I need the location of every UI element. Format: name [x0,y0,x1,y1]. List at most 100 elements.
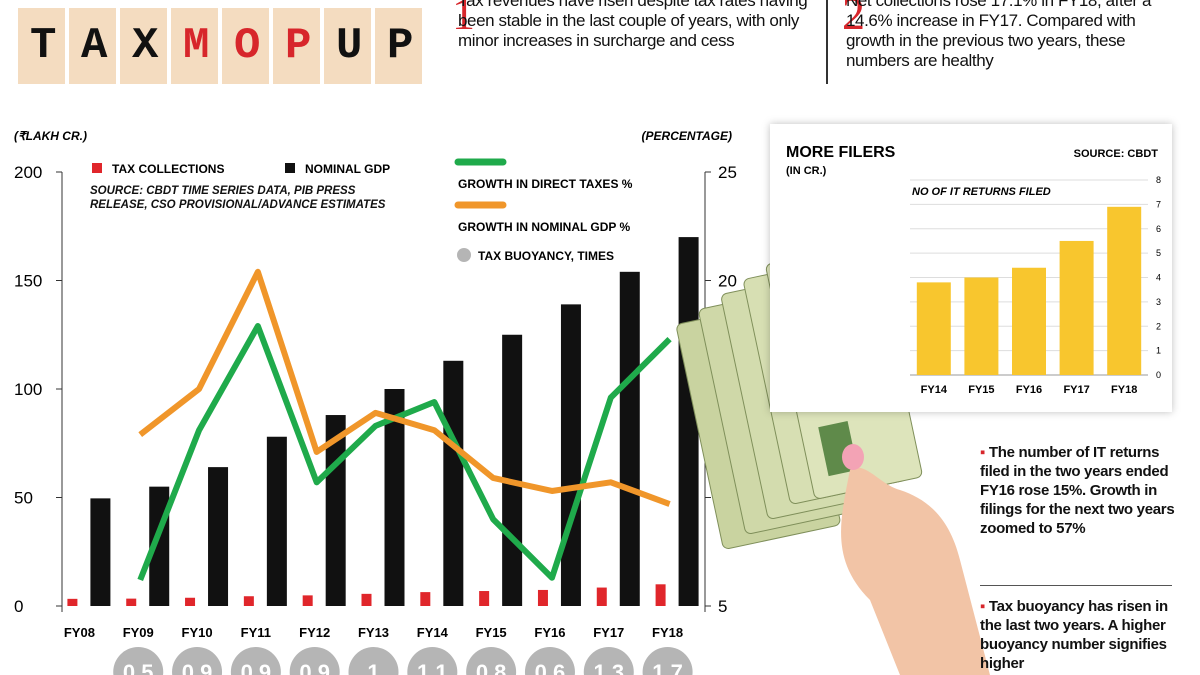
x-tick-label: FY10 [182,625,213,640]
x-tick-label: FY14 [921,384,948,396]
bar [361,593,372,606]
bar [916,282,951,375]
y-tick-label: 100 [14,380,42,399]
x-tick-label: FY17 [1063,384,1089,396]
chart-title: MORE FILERS [786,144,896,161]
divider [980,585,1172,586]
buoyancy-label: 1.3 [593,660,624,675]
buoyancy-label: 0.8 [476,660,507,675]
divider [826,0,828,84]
point-number: 2 [842,0,865,39]
buoyancy-dot [348,647,399,675]
buoyancy-dot [466,647,517,675]
fingernail [842,444,864,470]
y-tick-label: 6 [1156,224,1161,234]
source-note: SOURCE: CBDT TIME SERIES DATA, PIB PRESS… [90,185,386,211]
buoyancy-dot [407,647,458,675]
buoyancy-dot [642,647,693,675]
y-tick-label: 1 [1156,346,1161,356]
y-tick-label: 5 [1156,248,1161,258]
buoyancy-label: 1 [367,660,379,675]
buoyancy-label: 0.5 [123,660,154,675]
bar [678,237,699,606]
x-tick-label: FY12 [299,625,330,640]
main-chart: (₹LAKH CR.)(PERCENTAGE)05010015020051015… [14,129,737,675]
y-tick-label: 3 [1156,297,1161,307]
x-tick-label: FY16 [534,625,565,640]
bar [1059,240,1094,375]
y-tick-label: 200 [14,163,42,182]
legend-swatch [92,163,102,173]
logo-word: UP [336,21,439,71]
bar [208,467,229,606]
point-text: Tax revenues have risen despite tax rate… [458,0,808,50]
bar [1107,206,1142,375]
legend-label: TAX COLLECTIONS [112,162,224,176]
hand [841,467,990,675]
buoyancy-label: 0.9 [299,660,330,675]
bar [1012,267,1046,375]
y-tick-label: 150 [14,272,42,291]
chart-subtitle: (IN CR.) [786,165,827,177]
bar [443,360,464,606]
note: ▪ The number of IT returns filed in the … [980,444,1175,537]
source-box: SOURCE: CBDT TIME SERIES DATA, PIB PRESS… [90,185,386,211]
y2-tick-label: 25 [718,163,737,182]
bar [302,595,313,606]
logo-title: TAXMOPUP [18,16,438,76]
legend-label: NOMINAL GDP [305,162,390,176]
note: ▪ Tax buoyancy has risen in the last two… [980,598,1168,672]
buoyancy-label: 1.1 [417,660,448,675]
buoyancy-label: 0.9 [241,660,272,675]
legend-label: TAX BUOYANCY, TIMES [478,249,614,263]
logo-tiles [18,8,426,84]
bar [655,584,666,606]
y-axis-label: (₹LAKH CR.) [14,129,87,143]
y-tick-label: 8 [1156,175,1161,185]
y-tick-label: 0 [1156,370,1161,380]
bar [537,589,548,606]
logo-word: MOP [183,21,337,71]
source-note: SOURCE: CBDT [1074,148,1159,160]
y-axis-label: NO OF IT RETURNS FILED [912,186,1051,198]
logo-word: TAX [30,21,184,71]
buoyancy-dot [113,647,164,675]
y2-axis-label: (PERCENTAGE) [642,129,732,143]
buoyancy-dot [230,647,281,675]
buoyancy-dot [524,647,575,675]
y2-tick-label: 5 [718,597,727,616]
bar [420,592,431,606]
x-tick-label: FY08 [64,625,95,640]
point-number: 1 [452,0,475,39]
y2-tick-label: 20 [718,272,737,291]
legend-label: GROWTH IN NOMINAL GDP % [458,220,631,234]
bar [243,596,254,606]
x-tick-label: FY15 [968,384,994,396]
bar [964,277,999,375]
legend-swatch [457,248,471,262]
note-text: Tax buoyancy has risen in the last two y… [980,598,1168,672]
bar [502,334,523,606]
legend-label: GROWTH IN DIRECT TAXES % [458,177,633,191]
bar [126,598,137,606]
y-tick-label: 0 [14,597,23,616]
legend-swatch [285,163,295,173]
buoyancy-label: 0.6 [535,660,566,675]
filers-chart: MORE FILERS (IN CR.) SOURCE: CBDT 0 1 2 3 4 5 6 7 8… [770,124,1172,412]
buoyancy-dot [583,647,634,675]
bar [479,591,490,606]
x-tick-label: FY13 [358,625,389,640]
bar [67,598,78,606]
x-tick-label: FY09 [123,625,154,640]
y-tick-label: 50 [14,489,33,508]
x-tick-label: FY15 [476,625,507,640]
x-tick-label: FY14 [417,625,449,640]
y-tick-label: 7 [1156,199,1161,209]
bar [90,498,111,606]
buoyancy-label: 0.9 [182,660,213,675]
bar [560,304,581,606]
line [138,268,671,507]
point-text: Net collections rose 17.1% in FY18, afte… [846,0,1152,70]
